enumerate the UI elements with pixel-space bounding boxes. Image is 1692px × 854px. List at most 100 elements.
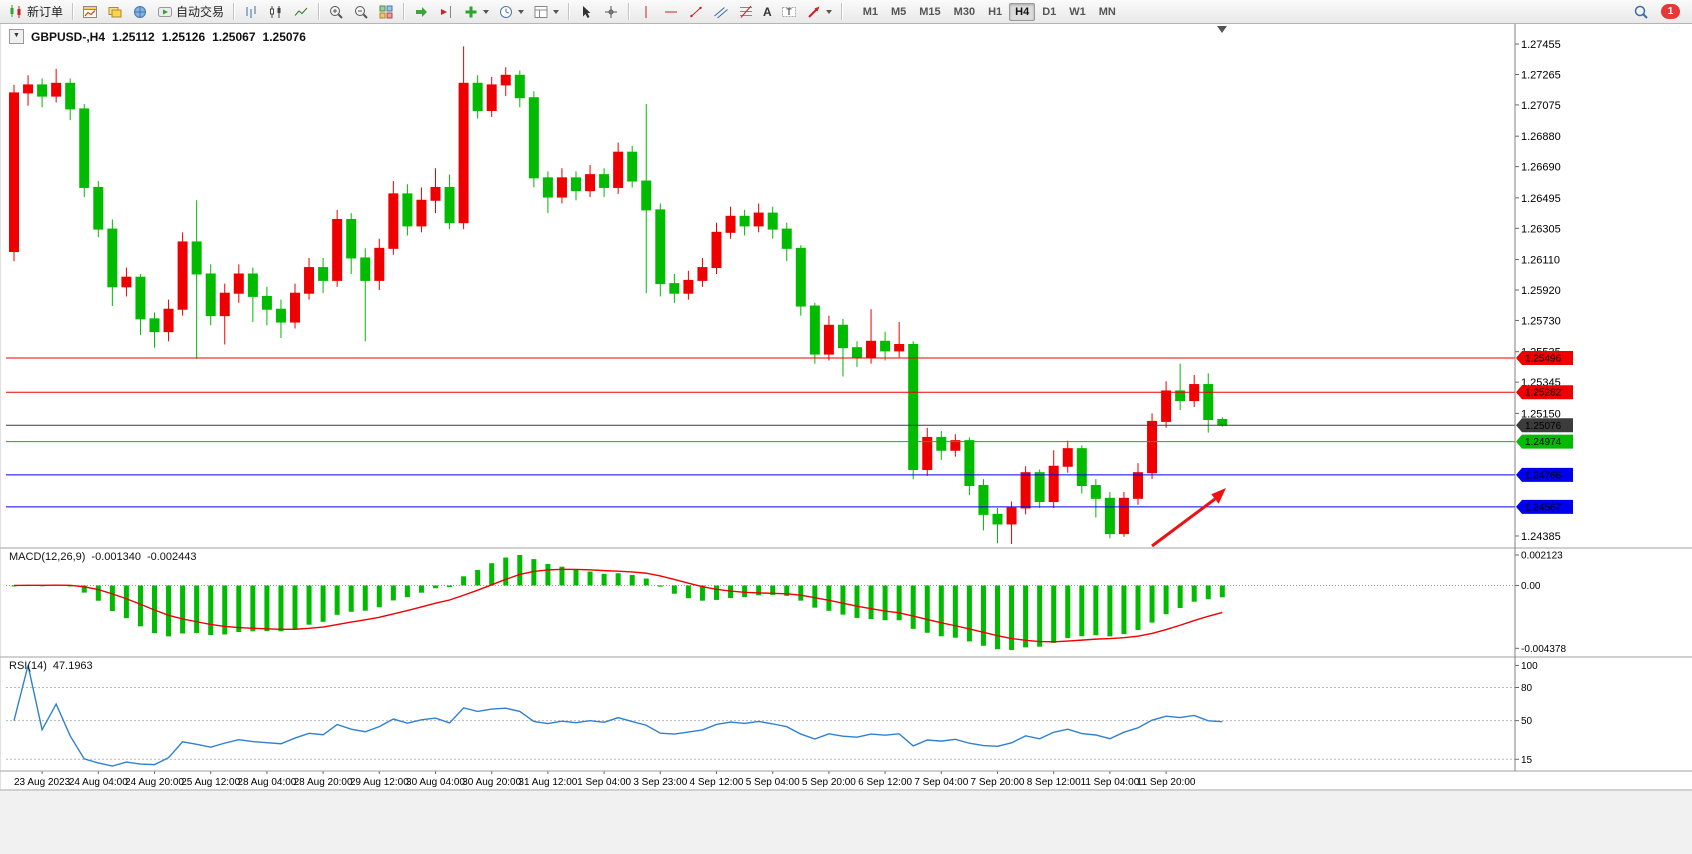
zoom-out-button[interactable] — [349, 2, 373, 22]
chart-window-button[interactable] — [78, 2, 102, 22]
rsi-value: 47.1963 — [52, 660, 93, 672]
timeframe-W1[interactable]: W1 — [1069, 5, 1086, 18]
timeframe-M15[interactable]: M15 — [919, 5, 941, 18]
toolbar-separator — [233, 3, 235, 20]
fibonacci-button[interactable] — [734, 2, 758, 22]
timeframe-H4[interactable]: H4 — [1009, 2, 1036, 21]
svg-text:1.25076: 1.25076 — [1525, 421, 1562, 432]
new-order-button[interactable]: 新订单 — [4, 2, 67, 22]
dropdown-caret — [825, 9, 832, 14]
cursor-button[interactable] — [574, 2, 598, 22]
timeframe-H1[interactable]: H1 — [988, 5, 1003, 18]
svg-text:1.27265: 1.27265 — [1521, 69, 1561, 81]
svg-text:1.27075: 1.27075 — [1521, 100, 1561, 112]
periods-icon — [500, 5, 513, 18]
svg-text:4 Sep 12:00: 4 Sep 12:00 — [690, 777, 744, 788]
arrow-tools-icon — [807, 6, 820, 18]
toolbar-separator — [840, 3, 842, 20]
search-button[interactable] — [1629, 2, 1653, 22]
svg-text:-0.004378: -0.004378 — [1521, 644, 1566, 655]
line-chart-icon — [294, 7, 308, 16]
auto-scroll-button[interactable] — [409, 2, 433, 22]
terminal-icon — [134, 5, 147, 18]
symbol-dropdown[interactable]: ▼ — [9, 29, 24, 44]
zoom-in-button[interactable] — [324, 2, 348, 22]
tile-windows-icon — [379, 5, 393, 18]
trend-arrow[interactable] — [1151, 488, 1226, 548]
vertical-line-button[interactable] — [634, 2, 658, 22]
templates-icon — [534, 5, 548, 18]
svg-text:8 Sep 12:00: 8 Sep 12:00 — [1027, 777, 1081, 788]
tile-windows-button[interactable] — [374, 2, 398, 22]
toolbar-separator — [403, 3, 405, 20]
dropdown-caret — [483, 9, 490, 14]
alert-badge[interactable]: 1 — [1661, 4, 1680, 19]
svg-text:28 Aug 04:00: 28 Aug 04:00 — [237, 777, 296, 788]
chart-shift-button[interactable] — [434, 2, 458, 22]
svg-text:1.26110: 1.26110 — [1521, 255, 1560, 267]
trendline-icon — [690, 6, 702, 17]
text-label-button[interactable]: T — [777, 2, 801, 22]
svg-text:1.26690: 1.26690 — [1521, 162, 1561, 174]
crosshair-button[interactable] — [599, 2, 623, 22]
line-chart-button[interactable] — [289, 2, 313, 22]
macd-indicator-label: MACD(12,26,9) -0.001340 -0.002443 — [9, 551, 197, 563]
svg-text:1.26305: 1.26305 — [1521, 223, 1561, 235]
timeframe-D1[interactable]: D1 — [1042, 5, 1057, 18]
text-button[interactable]: A — [759, 2, 776, 22]
terminal-button[interactable] — [128, 2, 152, 22]
timeframe-toolbar: M1 M5 M15 M30 H1 H4 D1 W1 MN — [857, 2, 1122, 21]
autotrading-icon — [158, 6, 173, 17]
svg-text:7 Sep 20:00: 7 Sep 20:00 — [971, 777, 1025, 788]
svg-text:T: T — [786, 7, 792, 17]
crosshair-icon — [605, 5, 618, 18]
trendline-button[interactable] — [684, 2, 708, 22]
svg-text:1.25496: 1.25496 — [1525, 353, 1562, 364]
timeframe-MN[interactable]: MN — [1098, 5, 1116, 18]
macd-name: MACD(12,26,9) — [9, 551, 86, 563]
svg-text:15: 15 — [1521, 755, 1533, 766]
arrow-tools-button[interactable] — [802, 2, 836, 22]
quote-high: 1.25126 — [161, 29, 206, 44]
chart-shift-marker[interactable] — [1217, 26, 1227, 33]
price-scale[interactable]: 1.27455 1.27265 1.27075 1.26880 1.26690 1.264… — [1515, 39, 1561, 543]
horizontal-line-button[interactable] — [659, 2, 683, 22]
profiles-button[interactable] — [103, 2, 127, 22]
macd-value: -0.001340 — [91, 551, 141, 563]
new-order-icon — [10, 4, 21, 18]
horizontal-lines[interactable] — [6, 357, 1515, 508]
chart-shift-icon — [441, 5, 452, 18]
svg-text:5 Sep 04:00: 5 Sep 04:00 — [746, 777, 800, 788]
svg-text:1.25920: 1.25920 — [1521, 285, 1561, 297]
timeframe-M5[interactable]: M5 — [890, 5, 907, 18]
autotrading-label: 自动交易 — [176, 5, 225, 19]
indicators-button[interactable] — [459, 2, 493, 22]
templates-button[interactable] — [529, 2, 563, 22]
pane-borders — [0, 24, 1692, 791]
svg-text:6 Sep 12:00: 6 Sep 12:00 — [858, 777, 912, 788]
bar-chart-button[interactable] — [239, 2, 263, 22]
svg-text:0.00: 0.00 — [1521, 581, 1541, 592]
new-order-label: 新订单 — [27, 5, 64, 19]
channel-button[interactable] — [709, 2, 733, 22]
svg-text:7 Sep 04:00: 7 Sep 04:00 — [914, 777, 968, 788]
svg-text:1.26880: 1.26880 — [1521, 131, 1561, 143]
text-label-icon: T — [781, 6, 796, 17]
timeframe-M30[interactable]: M30 — [953, 5, 976, 18]
cursor-icon — [583, 5, 591, 18]
horizontal-line-icon — [665, 11, 678, 12]
svg-text:11 Sep 04:00: 11 Sep 04:00 — [1081, 777, 1140, 788]
svg-text:11 Sep 20:00: 11 Sep 20:00 — [1137, 777, 1196, 788]
toolbar-separator — [72, 3, 74, 20]
timeframe-M1[interactable]: M1 — [862, 5, 878, 18]
periods-button[interactable] — [494, 2, 528, 22]
dropdown-caret — [518, 9, 525, 14]
quote-low: 1.25067 — [212, 29, 256, 44]
candlestick-chart-button[interactable] — [264, 2, 288, 22]
autotrading-button[interactable]: 自动交易 — [153, 2, 228, 22]
toolbar-separator — [568, 3, 570, 20]
rsi-name: RSI(14) — [9, 660, 47, 672]
